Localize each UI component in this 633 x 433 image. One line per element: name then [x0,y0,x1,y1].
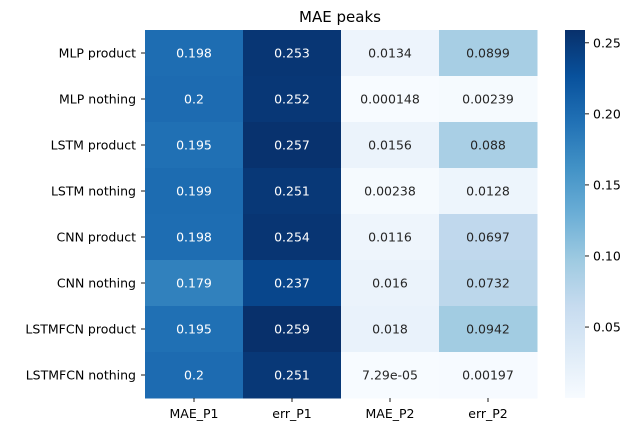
heatmap-cell [145,76,244,123]
heatmap-cell [341,76,440,123]
cell-annotation: 0.253 [274,46,310,61]
cell-annotation: 0.252 [274,92,310,107]
heatmap-cell [439,122,538,169]
cell-annotation: 0.195 [176,322,212,337]
cell-annotation: 0.257 [274,138,310,153]
cell-annotation: 0.0732 [466,276,510,291]
cell-annotation: 0.251 [274,368,310,383]
cell-annotation: 0.0899 [466,46,510,61]
heatmap-cell [439,30,538,77]
heatmap-cell [341,260,440,307]
x-tick-label: err_P1 [272,406,312,421]
heatmap-cell [439,260,538,307]
heatmap-cell [145,30,244,77]
heatmap-cell [243,306,342,353]
heatmap-cell [243,352,342,399]
y-tick-label: LSTMFCN nothing [26,368,136,383]
heatmap-cell [145,122,244,169]
colorbar-tick-label: 0.10 [593,248,621,263]
cell-annotation: 0.0942 [466,322,510,337]
heatmap-cell [341,352,440,399]
heatmap-cell [439,352,538,399]
y-tick-label: LSTM product [51,138,136,153]
y-tick-label: CNN product [57,230,137,245]
heatmap-cell [145,352,244,399]
heatmap-cell [243,30,342,77]
cell-annotation: 0.00197 [462,368,514,383]
cell-annotation: 0.195 [176,138,212,153]
heatmap-cell [243,214,342,261]
x-tick-label: MAE_P1 [170,406,219,421]
y-tick-label: CNN nothing [57,276,136,291]
cell-annotation: 0.0134 [368,46,412,61]
heatmap-cell [341,306,440,353]
heatmap-cell [439,306,538,353]
cell-annotation: 0.259 [274,322,310,337]
y-tick-label: MLP product [59,46,136,61]
heatmap-cell [243,168,342,215]
colorbar-tick-label: 0.25 [593,35,621,50]
cell-annotation: 0.199 [176,184,212,199]
heatmap-cell [341,168,440,215]
cell-annotation: 0.198 [176,46,212,61]
cell-annotation: 0.088 [470,138,506,153]
colorbar-ticks: 0.05 0.10 0.15 0.20 0.25 [585,35,621,335]
heatmap-cell [341,30,440,77]
cell-annotation: 0.237 [274,276,310,291]
cell-annotation: 0.016 [372,276,408,291]
cell-annotation: 7.29e-05 [362,368,418,383]
cell-annotation: 0.00238 [364,184,416,199]
cell-annotation: 0.0156 [368,138,412,153]
cell-annotation: 0.018 [372,322,408,337]
heatmap-cells [145,30,538,399]
cell-annotation: 0.2 [184,368,204,383]
heatmap-cell [145,306,244,353]
cell-annotation: 0.198 [176,230,212,245]
heatmap-cell [243,260,342,307]
heatmap-cell [243,122,342,169]
y-tick-label: LSTMFCN product [25,322,136,337]
heatmap-cell [341,122,440,169]
heatmap-cell [439,214,538,261]
y-tick-label: LSTM nothing [51,184,136,199]
heatmap-cell [145,214,244,261]
cell-annotation: 0.0128 [466,184,510,199]
colorbar-tick-label: 0.20 [593,106,621,121]
cell-annotation: 0.0116 [368,230,412,245]
cell-annotation: 0.00239 [462,92,514,107]
cell-annotation: 0.254 [274,230,310,245]
cell-annotation: 0.179 [176,276,212,291]
heatmap-cell [145,260,244,307]
heatmap-cell [341,214,440,261]
colorbar: 0.05 0.10 0.15 0.20 0.25 [565,30,621,398]
cell-annotation: 0.2 [184,92,204,107]
x-tick-label: err_P2 [468,406,508,421]
cell-annotation: 0.251 [274,184,310,199]
cell-annotation: 0.000148 [360,92,420,107]
heatmap-cell [439,168,538,215]
y-tick-label: MLP nothing [59,92,136,107]
cell-annotation: 0.0697 [466,230,510,245]
colorbar-tick-label: 0.05 [593,320,621,335]
heatmap-cell [439,76,538,123]
colorbar-gradient [565,30,585,398]
heatmap-annotations: 0.198 0.253 0.0134 0.0899 0.2 0.252 0.000148 0.… [176,46,514,383]
x-axis: MAE_P1 err_P1 MAE_P2 err_P2 [170,398,508,421]
colorbar-tick-label: 0.15 [593,177,621,192]
heatmap-cell [243,76,342,123]
y-axis: MLP product MLP nothing LSTM product LSTM n… [25,46,145,383]
x-tick-label: MAE_P2 [366,406,415,421]
chart-title: MAE peaks [299,8,381,26]
heatmap-cell [145,168,244,215]
